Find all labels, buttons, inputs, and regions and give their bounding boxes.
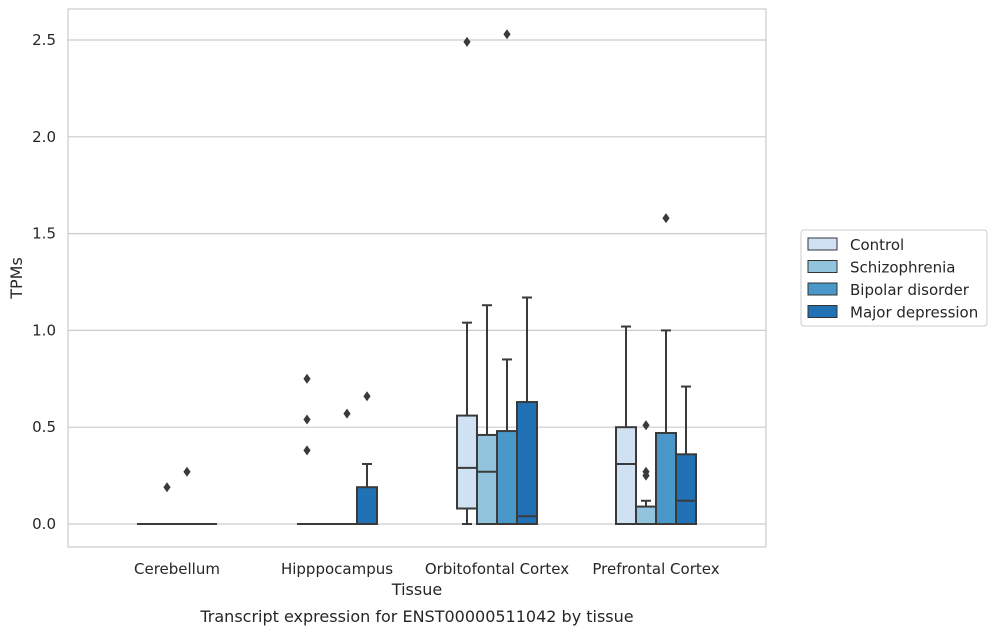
outlier-point xyxy=(163,482,171,493)
box-4-2 xyxy=(356,391,378,526)
box-2-3 xyxy=(476,304,498,525)
box-1-4 xyxy=(615,325,637,526)
legend-label-2: Schizophrenia xyxy=(850,259,955,277)
box-3-2 xyxy=(337,408,357,525)
box-body xyxy=(655,432,677,525)
x-axis-label: Tissue xyxy=(391,580,442,599)
y-tick-label: 0.5 xyxy=(32,418,56,436)
box-body xyxy=(675,453,697,525)
box-4-3 xyxy=(516,296,538,526)
box-body xyxy=(476,433,498,525)
box-1-2 xyxy=(297,373,317,525)
box-2-1 xyxy=(157,482,177,525)
legend-swatch-2 xyxy=(807,260,838,273)
outlier-point xyxy=(463,36,471,47)
figure-caption: Transcript expression for ENST0000051104… xyxy=(199,607,633,626)
x-tick-label: Orbitofontal Cortex xyxy=(425,560,569,578)
y-axis-label: TPMs xyxy=(7,257,26,300)
y-tick-label: 2.0 xyxy=(32,128,56,146)
box-4-4 xyxy=(675,385,697,525)
tick-layer: 0.0 0.5 1.0 1.5 2.0 2.5 Cerebellum Hipppocampus… xyxy=(32,31,720,578)
x-tick-label: Hipppocampus xyxy=(281,560,393,578)
box-2-4 xyxy=(635,420,657,525)
legend-swatch-3 xyxy=(807,282,838,296)
box-1-3 xyxy=(456,36,478,525)
x-tick-label: Prefrontal Cortex xyxy=(592,560,719,578)
box-body xyxy=(456,414,478,510)
outlier-point xyxy=(183,466,191,477)
legend-swatch-1 xyxy=(807,237,838,251)
y-tick-label: 1.5 xyxy=(32,225,56,243)
legend: Control Schizophrenia Bipolar disorder Majo… xyxy=(800,229,988,327)
outlier-point xyxy=(642,420,650,431)
box-body xyxy=(635,505,657,525)
box-body xyxy=(516,401,538,526)
y-tick-label: 0.0 xyxy=(32,515,56,533)
outlier-point xyxy=(662,213,670,224)
box-3-3 xyxy=(496,29,518,525)
legend-frame xyxy=(800,229,988,327)
plot-frame xyxy=(67,8,767,548)
y-tick-label: 2.5 xyxy=(32,31,56,49)
outlier-point xyxy=(303,445,311,456)
outlier-point xyxy=(642,466,650,477)
legend-label-1: Control xyxy=(850,236,904,254)
outlier-point xyxy=(363,391,371,402)
outlier-point xyxy=(303,414,311,425)
box-body xyxy=(496,430,518,525)
box-body xyxy=(356,486,378,526)
legend-label-3: Bipolar disorder xyxy=(850,281,970,299)
box-3-4 xyxy=(655,213,677,525)
outlier-point xyxy=(303,373,311,384)
y-tick-label: 1.0 xyxy=(32,321,56,339)
outlier-point xyxy=(503,29,511,40)
legend-label-4: Major depression xyxy=(850,304,978,322)
box-3-1 xyxy=(177,466,197,525)
legend-swatch-4 xyxy=(807,305,838,318)
plot-layer xyxy=(137,29,697,526)
box-body xyxy=(615,426,637,526)
outlier-point xyxy=(343,408,351,419)
x-tick-label: Cerebellum xyxy=(134,560,220,578)
